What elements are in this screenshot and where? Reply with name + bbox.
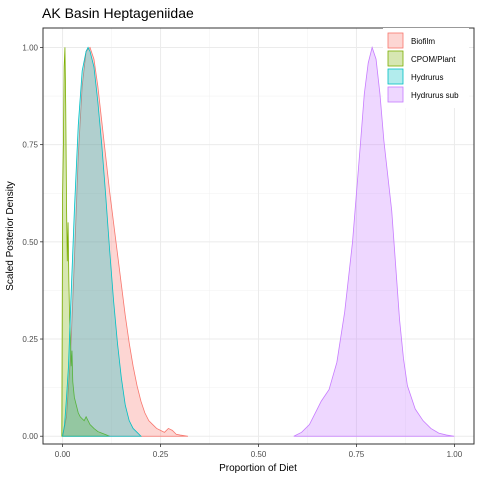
- y-tick-label: 0.75: [22, 141, 38, 150]
- x-axis: 0.00 0.25 0.50 0.75 1.00: [55, 444, 463, 459]
- x-axis-title: Proportion of Diet: [219, 463, 297, 474]
- x-tick-label: 1.00: [447, 450, 463, 459]
- legend: Biofilm CPOM/Plant Hydrurus Hydrurus sub: [383, 28, 469, 108]
- legend-key-background: [387, 32, 404, 49]
- legend-swatch: [387, 50, 404, 67]
- x-tick-label: 0.75: [349, 450, 365, 459]
- legend-swatch: [387, 86, 404, 103]
- y-tick-label: 0.50: [22, 238, 38, 247]
- density-area-hydrurus: [62, 46, 142, 437]
- x-tick-label: 0.50: [251, 450, 267, 459]
- legend-label: Hydrurus: [411, 73, 443, 82]
- legend-swatch: [387, 32, 404, 49]
- x-tick-label: 0.00: [55, 450, 71, 459]
- density-area-biofilm: [62, 46, 189, 437]
- chart-title: AK Basin Heptageniidae: [42, 5, 194, 21]
- legend-key-background: [387, 86, 404, 103]
- legend-label: CPOM/Plant: [411, 55, 456, 64]
- y-tick-label: 0.25: [22, 335, 38, 344]
- y-axis: 0.00 0.25 0.50 0.75 1.00: [22, 43, 43, 441]
- legend-key-background: [387, 50, 404, 67]
- legend-swatch: [387, 68, 404, 85]
- y-axis-title: Scaled Posterior Density: [5, 181, 16, 291]
- y-tick-label: 0.00: [22, 432, 38, 441]
- density-area-hydrurus-sub: [293, 46, 455, 437]
- legend-key-background: [387, 68, 404, 85]
- x-tick-label: 0.25: [153, 450, 169, 459]
- legend-label: Biofilm: [411, 37, 435, 46]
- legend-label: Hydrurus sub: [411, 91, 459, 100]
- y-tick-label: 1.00: [22, 43, 38, 52]
